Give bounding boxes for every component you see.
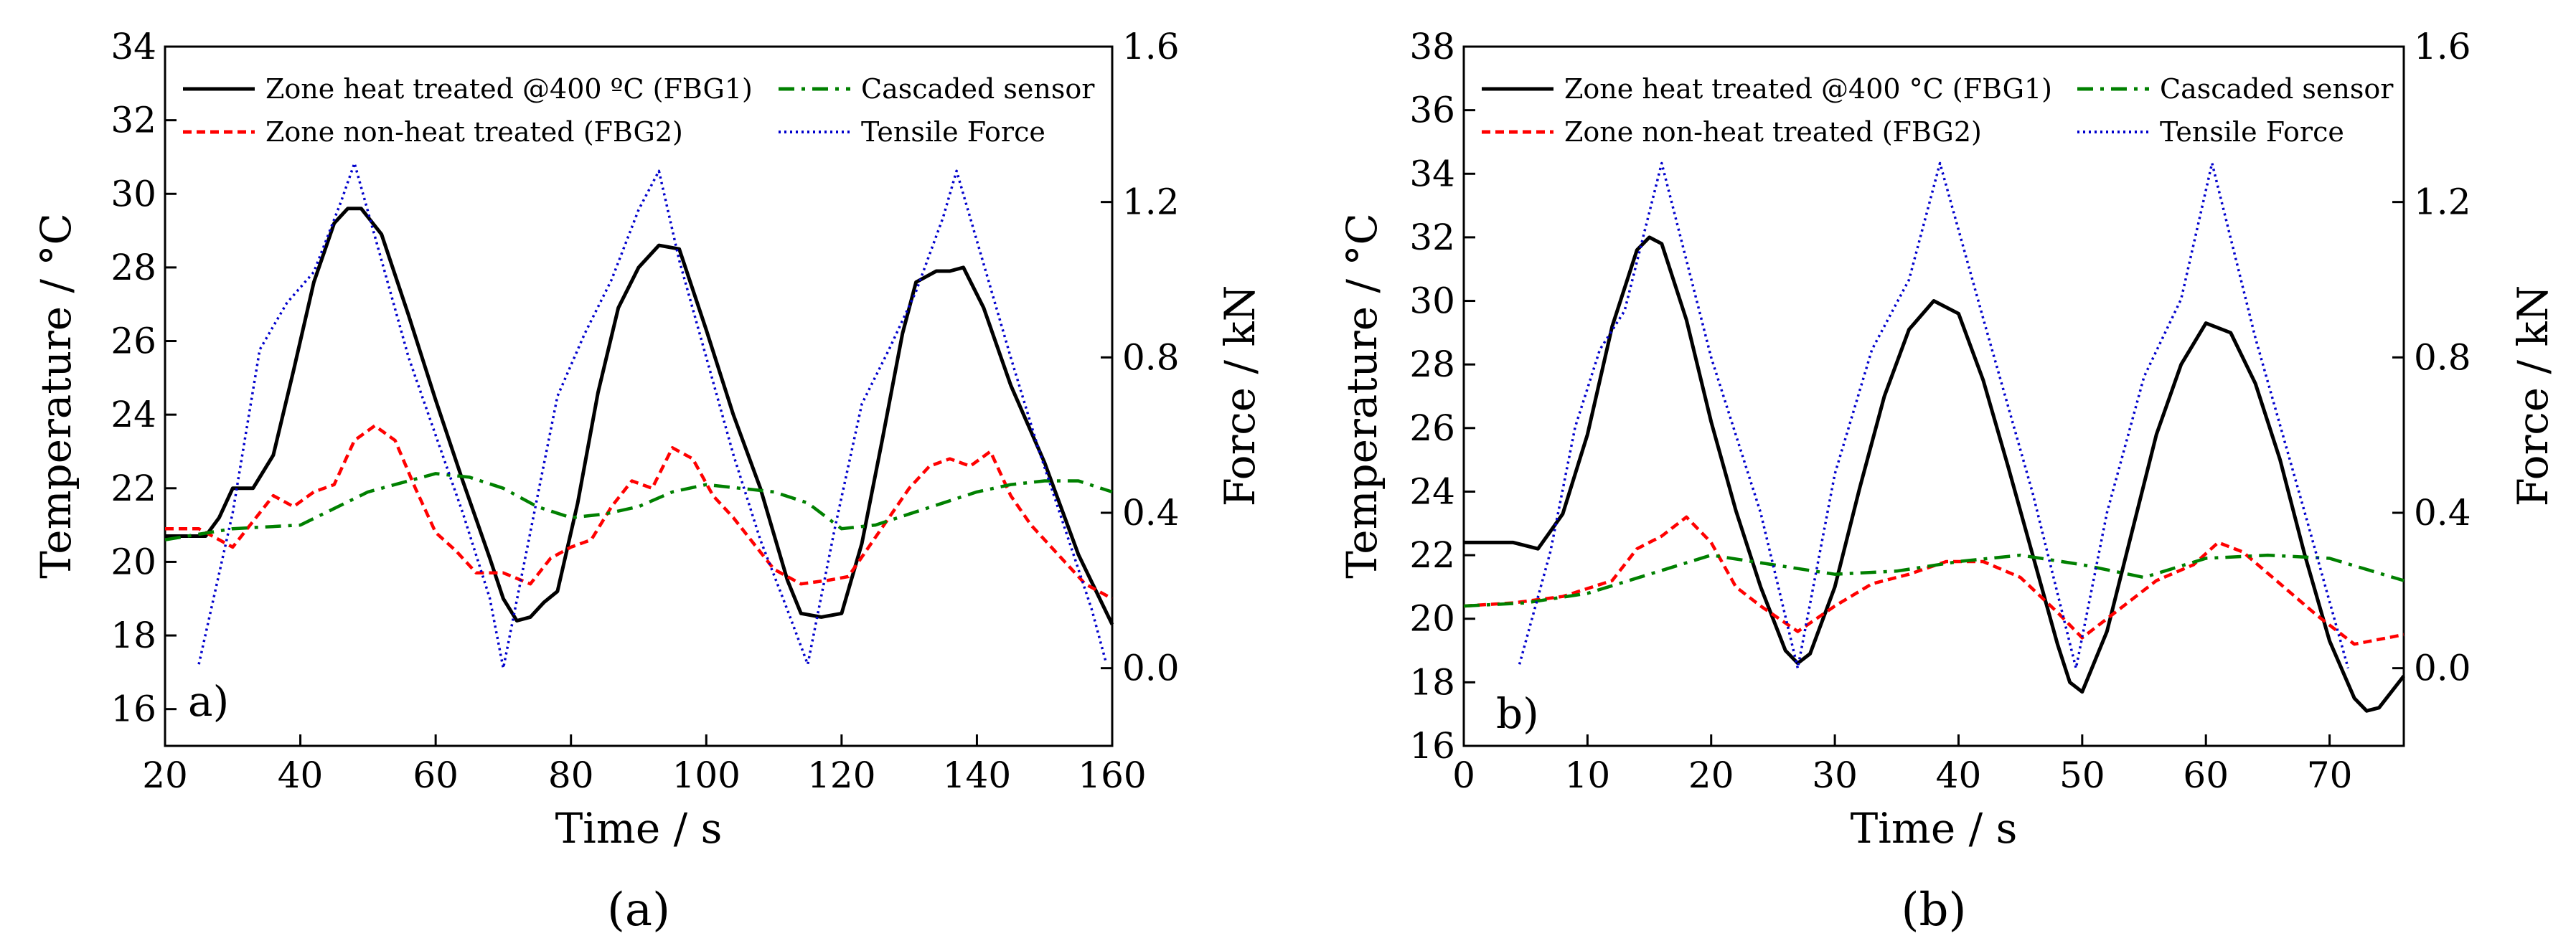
y-tick-label: 26 <box>111 321 156 362</box>
legend-label-fbg1: Zone heat treated @400 ºC (FBG1) <box>265 73 753 105</box>
y-tick-label: 26 <box>1409 407 1455 449</box>
y2-axis-label-a: Force / kN <box>1216 285 1264 507</box>
series-a <box>164 161 1114 670</box>
y-tick-label: 36 <box>1409 90 1455 131</box>
y-tick-label: 30 <box>1409 280 1455 322</box>
y2-tick-label: 1.2 <box>2414 181 2471 223</box>
legend-label-fbg2-b: Zone non-heat treated (FBG2) <box>1564 116 1982 148</box>
x-tick-label: 50 <box>2059 754 2105 796</box>
panel-label-a: a) <box>188 677 229 726</box>
y-tick-label: 32 <box>111 100 156 141</box>
tensile-force-line-b <box>1518 161 2350 670</box>
y-tick-label: 32 <box>1409 217 1455 258</box>
panel-b: 0 10 20 30 40 50 60 70 16 18 20 22 24 26 28 30 32 34 36 38 0… <box>1338 26 2557 937</box>
x-tick-label: 100 <box>672 754 741 796</box>
caption-b: (b) <box>1902 884 1967 937</box>
ticks-b: 0 10 20 30 40 50 60 70 16 18 20 22 24 26 28 30 32 34 36 38 0… <box>1409 26 2471 796</box>
x-tick-label: 80 <box>548 754 594 796</box>
x-tick-label: 10 <box>1565 754 1611 796</box>
x-tick-label: 70 <box>2307 754 2353 796</box>
legend-b: Zone heat treated @400 °C (FBG1) Cascade… <box>1482 73 2394 148</box>
ticks-a: 20 40 60 80 100 120 140 160 16 18 20 22 24 26 28 30 32 34… <box>111 26 1179 796</box>
series-b <box>1463 161 2405 713</box>
legend-label-force-b: Tensile Force <box>2160 116 2344 148</box>
y-tick-label: 28 <box>1409 344 1455 385</box>
legend-label-cascaded: Cascaded sensor <box>861 73 1095 105</box>
x-axis-label-a: Time / s <box>555 804 723 853</box>
y-tick-label: 16 <box>1409 725 1455 767</box>
y-tick-label: 38 <box>1409 26 1455 67</box>
y-tick-label: 22 <box>1409 534 1455 576</box>
y2-axis-label-b: Force / kN <box>2509 285 2557 507</box>
cascaded-sensor-line-b <box>1463 553 2405 608</box>
y2-tick-label: 1.6 <box>2414 26 2471 67</box>
y-tick-label: 24 <box>1409 470 1455 512</box>
x-tick-label: 60 <box>413 754 459 796</box>
y2-tick-label: 0.8 <box>1122 336 1180 378</box>
x-tick-label: 120 <box>807 754 875 796</box>
legend-label-cascaded-b: Cascaded sensor <box>2160 73 2394 105</box>
fbg1-line-a <box>165 207 1114 625</box>
legend-label-fbg1-b: Zone heat treated @400 °C (FBG1) <box>1564 73 2052 105</box>
y2-tick-label: 1.2 <box>1122 181 1180 223</box>
legend-a: Zone heat treated @400 ºC (FBG1) Cascade… <box>183 73 1095 148</box>
y-tick-label: 18 <box>1409 661 1455 703</box>
fbg2-line-b <box>1463 515 2405 646</box>
fbg1-line-b <box>1464 235 2405 713</box>
x-tick-label: 140 <box>943 754 1011 796</box>
y-tick-label: 30 <box>111 173 156 214</box>
legend-label-fbg2: Zone non-heat treated (FBG2) <box>265 116 683 148</box>
y2-tick-label: 0.0 <box>1122 648 1180 689</box>
y2-tick-label: 0.8 <box>2414 336 2471 378</box>
y2-tick-label: 0.4 <box>2414 492 2471 534</box>
x-tick-label: 20 <box>1688 754 1734 796</box>
x-axis-label-b: Time / s <box>1851 804 2018 853</box>
plot-frame-a <box>164 45 1114 747</box>
x-tick-label: 20 <box>142 754 188 796</box>
x-tick-label: 60 <box>2183 754 2229 796</box>
y-tick-label: 22 <box>111 468 156 509</box>
x-tick-label: 40 <box>278 754 324 796</box>
cascaded-sensor-line-a <box>164 472 1113 541</box>
y-tick-label: 20 <box>1409 598 1455 640</box>
plot-frame-b <box>1462 45 2405 747</box>
x-tick-label: 40 <box>1936 754 1982 796</box>
x-tick-label: 0 <box>1452 754 1475 796</box>
y-tick-label: 34 <box>111 26 156 67</box>
y2-tick-label: 0.0 <box>2414 648 2471 689</box>
y-axis-label-a: Temperature / °C <box>32 213 80 579</box>
fbg2-line-a <box>165 424 1114 600</box>
y-tick-label: 16 <box>111 689 156 730</box>
x-tick-label: 30 <box>1812 754 1858 796</box>
y-tick-label: 20 <box>111 541 156 582</box>
panel-label-b: b) <box>1496 689 1539 738</box>
caption-a: (a) <box>607 884 670 937</box>
y-tick-label: 28 <box>111 247 156 288</box>
y2-tick-label: 0.4 <box>1122 492 1180 534</box>
y-tick-label: 24 <box>111 394 156 435</box>
y-tick-label: 18 <box>111 615 156 656</box>
y2-tick-label: 1.6 <box>1122 26 1180 67</box>
legend-label-force: Tensile Force <box>861 116 1045 148</box>
y-tick-label: 34 <box>1409 153 1455 194</box>
x-tick-label: 160 <box>1078 754 1146 796</box>
y-axis-label-b: Temperature / °C <box>1338 213 1386 579</box>
tensile-force-line-a <box>197 161 1107 670</box>
panel-a: 20 40 60 80 100 120 140 160 16 18 20 22 24 26 28 30 32 34… <box>32 26 1264 937</box>
